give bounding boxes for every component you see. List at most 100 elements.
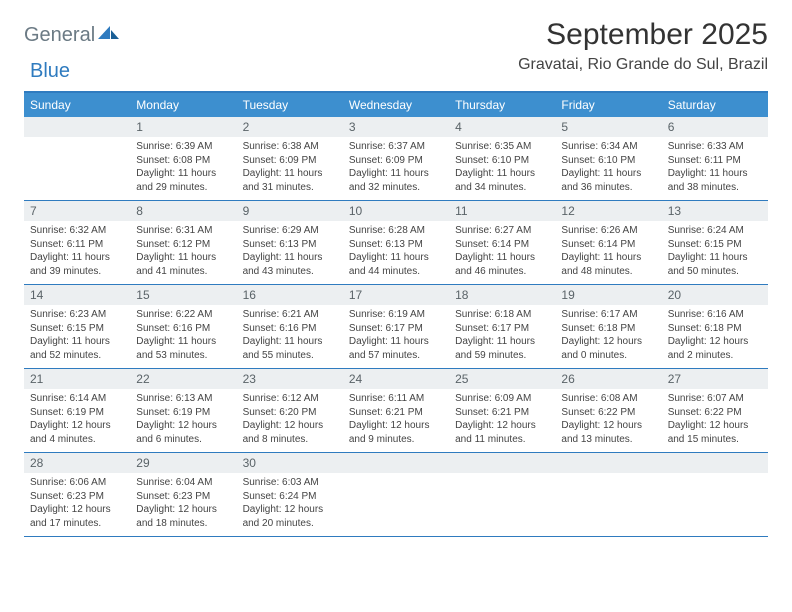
calendar-day-cell: 26Sunrise: 6:08 AMSunset: 6:22 PMDayligh… <box>555 369 661 452</box>
day-number: 19 <box>555 285 661 305</box>
sunrise-line: Sunrise: 6:32 AM <box>30 224 124 238</box>
daylight-line-1: Daylight: 12 hours <box>243 419 337 433</box>
sunrise-line: Sunrise: 6:34 AM <box>561 140 655 154</box>
day-number: 12 <box>555 201 661 221</box>
day-number: 28 <box>24 453 130 473</box>
day-info: Sunrise: 6:39 AMSunset: 6:08 PMDaylight:… <box>130 137 236 200</box>
calendar-day-cell: 29Sunrise: 6:04 AMSunset: 6:23 PMDayligh… <box>130 453 236 536</box>
day-number: 27 <box>662 369 768 389</box>
daylight-line-2: and 4 minutes. <box>30 433 124 447</box>
day-number: 1 <box>130 117 236 137</box>
daylight-line-2: and 11 minutes. <box>455 433 549 447</box>
calendar-day-cell <box>449 453 555 536</box>
daylight-line-1: Daylight: 11 hours <box>668 251 762 265</box>
calendar-day-cell: 7Sunrise: 6:32 AMSunset: 6:11 PMDaylight… <box>24 201 130 284</box>
calendar-day-cell: 11Sunrise: 6:27 AMSunset: 6:14 PMDayligh… <box>449 201 555 284</box>
logo-sail-icon <box>98 24 120 47</box>
calendar-day-cell: 14Sunrise: 6:23 AMSunset: 6:15 PMDayligh… <box>24 285 130 368</box>
sunset-line: Sunset: 6:17 PM <box>349 322 443 336</box>
sunrise-line: Sunrise: 6:29 AM <box>243 224 337 238</box>
daylight-line-2: and 57 minutes. <box>349 349 443 363</box>
sunset-line: Sunset: 6:18 PM <box>561 322 655 336</box>
day-number: 24 <box>343 369 449 389</box>
day-number: 4 <box>449 117 555 137</box>
day-info: Sunrise: 6:37 AMSunset: 6:09 PMDaylight:… <box>343 137 449 200</box>
daylight-line-2: and 31 minutes. <box>243 181 337 195</box>
daylight-line-2: and 55 minutes. <box>243 349 337 363</box>
day-number: 6 <box>662 117 768 137</box>
calendar-day-cell: 9Sunrise: 6:29 AMSunset: 6:13 PMDaylight… <box>237 201 343 284</box>
calendar-week-row: 14Sunrise: 6:23 AMSunset: 6:15 PMDayligh… <box>24 285 768 369</box>
daylight-line-2: and 52 minutes. <box>30 349 124 363</box>
sunset-line: Sunset: 6:09 PM <box>243 154 337 168</box>
daylight-line-1: Daylight: 12 hours <box>561 419 655 433</box>
calendar-day-cell: 5 Sunrise: 6:34 AMSunset: 6:10 PMDaylight… <box>555 117 661 200</box>
calendar-day-cell: 30Sunrise: 6:03 AMSunset: 6:24 PMDayligh… <box>237 453 343 536</box>
day-info: Sunrise: 6:28 AMSunset: 6:13 PMDaylight:… <box>343 221 449 284</box>
sunset-line: Sunset: 6:21 PM <box>349 406 443 420</box>
day-info: Sunrise: 6:12 AMSunset: 6:20 PMDaylight:… <box>237 389 343 452</box>
day-number: 8 <box>130 201 236 221</box>
sunset-line: Sunset: 6:19 PM <box>30 406 124 420</box>
day-info: Sunrise: 6:13 AMSunset: 6:19 PMDaylight:… <box>130 389 236 452</box>
sunset-line: Sunset: 6:10 PM <box>561 154 655 168</box>
calendar-day-cell: 24Sunrise: 6:11 AMSunset: 6:21 PMDayligh… <box>343 369 449 452</box>
calendar: SundayMondayTuesdayWednesdayThursdayFrid… <box>24 91 768 537</box>
day-info: Sunrise: 6:38 AMSunset: 6:09 PMDaylight:… <box>237 137 343 200</box>
calendar-day-cell <box>555 453 661 536</box>
day-number: 16 <box>237 285 343 305</box>
sunset-line: Sunset: 6:19 PM <box>136 406 230 420</box>
title-block: September 2025 Gravatai, Rio Grande do S… <box>518 18 768 74</box>
day-number: 29 <box>130 453 236 473</box>
daylight-line-1: Daylight: 11 hours <box>561 251 655 265</box>
calendar-day-cell: 8Sunrise: 6:31 AMSunset: 6:12 PMDaylight… <box>130 201 236 284</box>
sunrise-line: Sunrise: 6:31 AM <box>136 224 230 238</box>
sunrise-line: Sunrise: 6:37 AM <box>349 140 443 154</box>
day-info: Sunrise: 6:19 AMSunset: 6:17 PMDaylight:… <box>343 305 449 368</box>
sunrise-line: Sunrise: 6:13 AM <box>136 392 230 406</box>
calendar-day-cell: 21Sunrise: 6:14 AMSunset: 6:19 PMDayligh… <box>24 369 130 452</box>
calendar-day-cell: 28Sunrise: 6:06 AMSunset: 6:23 PMDayligh… <box>24 453 130 536</box>
calendar-day-cell: 25Sunrise: 6:09 AMSunset: 6:21 PMDayligh… <box>449 369 555 452</box>
daylight-line-1: Daylight: 11 hours <box>561 167 655 181</box>
day-info: Sunrise: 6:11 AMSunset: 6:21 PMDaylight:… <box>343 389 449 452</box>
daylight-line-1: Daylight: 11 hours <box>349 251 443 265</box>
daylight-line-1: Daylight: 11 hours <box>243 167 337 181</box>
sunset-line: Sunset: 6:08 PM <box>136 154 230 168</box>
sunset-line: Sunset: 6:11 PM <box>668 154 762 168</box>
daylight-line-1: Daylight: 11 hours <box>243 251 337 265</box>
daylight-line-1: Daylight: 12 hours <box>136 419 230 433</box>
sunrise-line: Sunrise: 6:14 AM <box>30 392 124 406</box>
sunrise-line: Sunrise: 6:23 AM <box>30 308 124 322</box>
sunset-line: Sunset: 6:12 PM <box>136 238 230 252</box>
day-info: Sunrise: 6:04 AMSunset: 6:23 PMDaylight:… <box>130 473 236 536</box>
sunset-line: Sunset: 6:23 PM <box>136 490 230 504</box>
daylight-line-2: and 36 minutes. <box>561 181 655 195</box>
day-info: Sunrise: 6:08 AMSunset: 6:22 PMDaylight:… <box>555 389 661 452</box>
day-number: 5 <box>555 117 661 137</box>
day-info: Sunrise: 6:32 AMSunset: 6:11 PMDaylight:… <box>24 221 130 284</box>
day-info: Sunrise: 6:35 AMSunset: 6:10 PMDaylight:… <box>449 137 555 200</box>
daylight-line-1: Daylight: 11 hours <box>30 251 124 265</box>
day-number: 9 <box>237 201 343 221</box>
calendar-body: 1Sunrise: 6:39 AMSunset: 6:08 PMDaylight… <box>24 117 768 537</box>
daylight-line-1: Daylight: 11 hours <box>30 335 124 349</box>
day-number: 15 <box>130 285 236 305</box>
daylight-line-1: Daylight: 11 hours <box>136 167 230 181</box>
daylight-line-2: and 39 minutes. <box>30 265 124 279</box>
weekday-header-row: SundayMondayTuesdayWednesdayThursdayFrid… <box>24 93 768 117</box>
logo-text-general: General <box>24 24 95 47</box>
daylight-line-1: Daylight: 11 hours <box>349 335 443 349</box>
daylight-line-1: Daylight: 12 hours <box>455 419 549 433</box>
daylight-line-1: Daylight: 12 hours <box>30 503 124 517</box>
weekday-header: Sunday <box>24 93 130 117</box>
daylight-line-2: and 50 minutes. <box>668 265 762 279</box>
day-number <box>343 453 449 473</box>
daylight-line-2: and 44 minutes. <box>349 265 443 279</box>
daylight-line-2: and 18 minutes. <box>136 517 230 531</box>
calendar-day-cell: 17Sunrise: 6:19 AMSunset: 6:17 PMDayligh… <box>343 285 449 368</box>
calendar-day-cell: 6Sunrise: 6:33 AMSunset: 6:11 PMDaylight… <box>662 117 768 200</box>
calendar-day-cell: 4Sunrise: 6:35 AMSunset: 6:10 PMDaylight… <box>449 117 555 200</box>
sunrise-line: Sunrise: 6:19 AM <box>349 308 443 322</box>
day-info: Sunrise: 6:16 AMSunset: 6:18 PMDaylight:… <box>662 305 768 368</box>
